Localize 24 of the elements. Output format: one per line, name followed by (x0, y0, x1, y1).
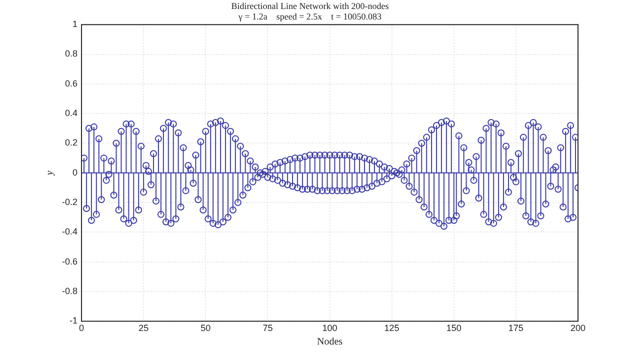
y-tick-label: 0 (72, 167, 78, 178)
x-tick-label: 50 (200, 323, 211, 334)
x-tick-label: 200 (570, 323, 586, 334)
x-tick-label: 0 (79, 323, 84, 334)
y-tick-label: 0.6 (64, 78, 78, 88)
chart-title: Bidirectional Line Network with 200-nodes (231, 0, 390, 11)
x-tick-label: 25 (138, 323, 149, 334)
x-tick-label: 150 (446, 323, 462, 334)
y-tick-label: -0.2 (62, 197, 78, 208)
x-axis-title: Nodes (316, 336, 343, 348)
y-tick-label: -0.8 (62, 286, 78, 296)
y-tick-label: 0.8 (64, 48, 78, 59)
x-tick-label: 100 (322, 323, 338, 334)
x-tick-label: 75 (262, 323, 273, 334)
y-tick-label: -1 (69, 316, 78, 326)
y-tick-label: 0.4 (64, 108, 78, 118)
y-tick-label: 0.2 (64, 138, 78, 148)
y-tick-label: -0.4 (62, 226, 78, 237)
chart-subtitle: γ = 1.2a speed = 2.5x t = 10050.083 (238, 12, 382, 22)
x-tick-label: 125 (384, 323, 400, 334)
x-tick-label: 175 (508, 323, 524, 334)
y-axis-title: y (44, 170, 56, 176)
y-tick-label: 1 (72, 19, 78, 30)
y-tick-label: -0.6 (62, 256, 78, 266)
